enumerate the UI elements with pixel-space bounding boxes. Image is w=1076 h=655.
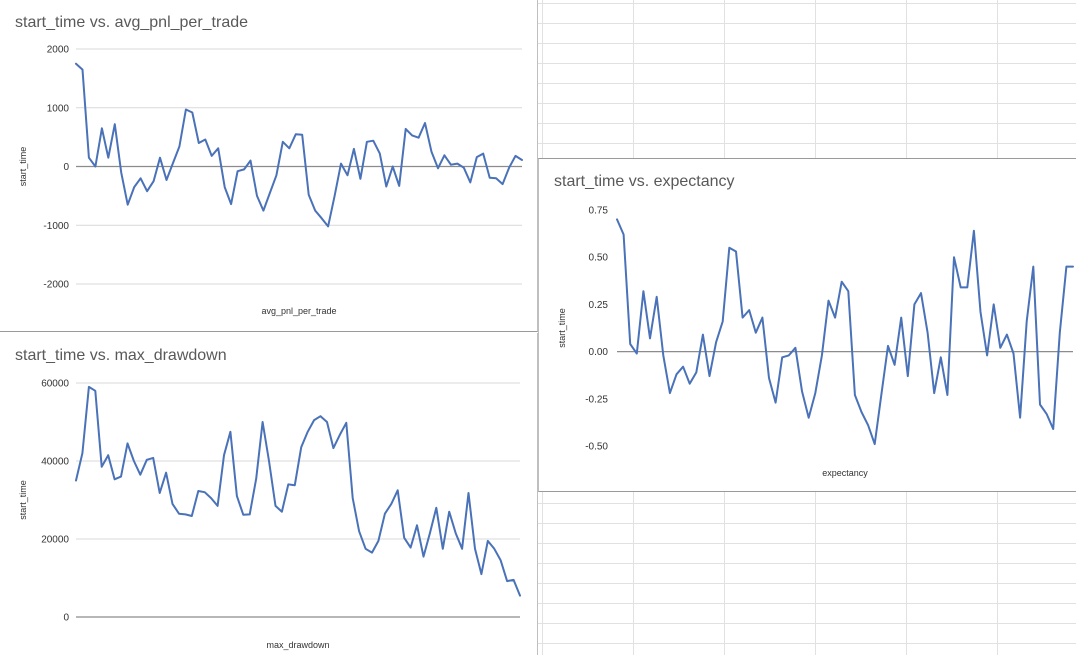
chart-svg: 0.75 0.50 0.25 0.00 -0.25 -0.50 start_timeexpe… (557, 206, 1074, 478)
y-axis-title: start_time (18, 147, 28, 187)
chart-title: start_time vs. avg_pnl_per_trade (15, 14, 249, 31)
y-tick-label: -1000 (43, 221, 69, 232)
x-axis-title: avg_pnl_per_trade (261, 306, 336, 316)
series-line (75, 62, 523, 228)
y-tick-label: 60000 (41, 379, 69, 390)
y-tick-label: 0 (63, 162, 69, 173)
chart-title: start_time vs. expectancy (554, 173, 735, 190)
y-tick-label: 2000 (47, 45, 70, 56)
y-axis-title: start_time (18, 480, 28, 520)
y-tick-label: 0.00 (589, 347, 609, 358)
chart-svg: 60000 40000 20000 0 start_time max_drawdown (18, 379, 521, 650)
chart-expectancy[interactable]: start_time vs. expectancy 0.75 0.50 0.25 0.… (538, 158, 1076, 492)
y-tick-label: -0.25 (585, 394, 608, 405)
chart-max-drawdown[interactable]: start_time vs. max_drawdown 60000 40000 20… (0, 333, 538, 655)
y-tick-label: 1000 (47, 103, 70, 114)
y-tick-label: -2000 (43, 280, 69, 291)
y-axis-title: start_time (557, 308, 567, 348)
y-tick-label: 0.50 (589, 253, 609, 264)
chart-svg: 2000 1000 0 -1000 -2000 start_time avg_pnl_per… (18, 45, 523, 316)
y-tick-label: 40000 (41, 457, 69, 468)
series-line (616, 218, 1074, 446)
y-tick-label: -0.50 (585, 442, 608, 453)
x-axis-title: expectancy (822, 468, 868, 478)
x-axis-title: max_drawdown (266, 640, 329, 650)
series-line (75, 385, 521, 597)
chart-title: start_time vs. max_drawdown (15, 347, 227, 364)
y-tick-label: 0.25 (589, 300, 609, 311)
chart-avg-pnl-per-trade[interactable]: start_time vs. avg_pnl_per_trade 2000 100… (0, 0, 538, 332)
y-tick-label: 0.75 (589, 206, 609, 217)
y-tick-label: 0 (63, 613, 69, 624)
y-tick-label: 20000 (41, 535, 69, 546)
